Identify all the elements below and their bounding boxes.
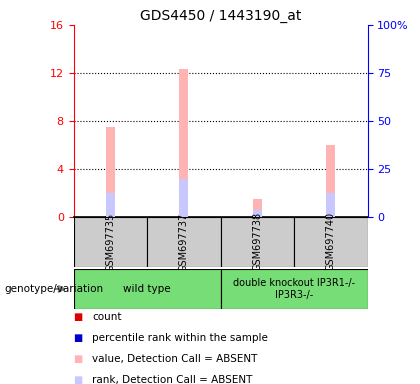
Bar [74, 269, 220, 309]
Bar [106, 193, 115, 217]
Bar [326, 145, 335, 217]
Bar [179, 179, 188, 217]
Text: percentile rank within the sample: percentile rank within the sample [92, 333, 268, 343]
Bar [179, 70, 188, 217]
Bar [220, 217, 294, 267]
Text: ■: ■ [74, 354, 83, 364]
Text: rank, Detection Call = ABSENT: rank, Detection Call = ABSENT [92, 375, 253, 384]
Text: genotype/variation: genotype/variation [4, 284, 103, 294]
Bar [294, 217, 368, 267]
Text: GSM697740: GSM697740 [326, 212, 336, 271]
Text: ■: ■ [74, 333, 83, 343]
Text: wild type: wild type [123, 284, 171, 294]
Bar [253, 199, 262, 217]
Text: GSM697735: GSM697735 [105, 212, 115, 271]
Bar [74, 217, 147, 267]
Text: ■: ■ [74, 375, 83, 384]
Bar [326, 193, 335, 217]
Bar [106, 127, 115, 217]
Title: GDS4450 / 1443190_at: GDS4450 / 1443190_at [140, 8, 301, 23]
Bar [253, 210, 262, 217]
Text: GSM697738: GSM697738 [252, 212, 262, 271]
Bar [220, 269, 368, 309]
Text: value, Detection Call = ABSENT: value, Detection Call = ABSENT [92, 354, 258, 364]
Text: count: count [92, 312, 122, 322]
Text: ■: ■ [74, 312, 83, 322]
Bar [147, 217, 220, 267]
Text: double knockout IP3R1-/-
IP3R3-/-: double knockout IP3R1-/- IP3R3-/- [233, 278, 355, 300]
Text: GSM697737: GSM697737 [179, 212, 189, 271]
